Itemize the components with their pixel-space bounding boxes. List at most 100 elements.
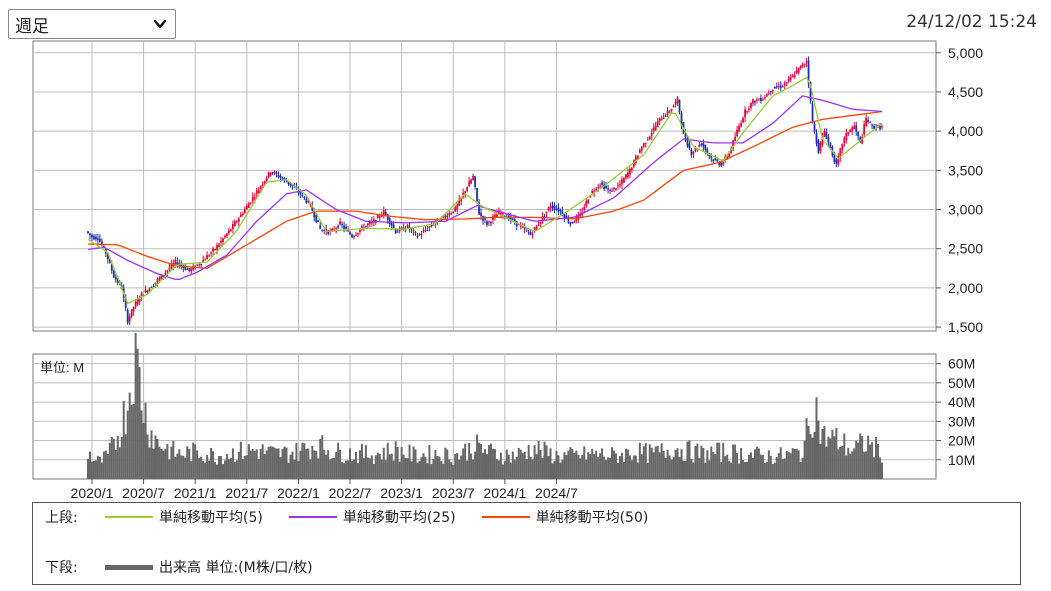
x-tick-label: 2023/1 bbox=[380, 485, 423, 500]
candle-body bbox=[305, 198, 308, 203]
volume-bar bbox=[680, 449, 683, 479]
candle-body bbox=[202, 259, 205, 263]
candle-body bbox=[841, 143, 844, 150]
candle-body bbox=[881, 126, 883, 128]
volume-bar bbox=[106, 453, 109, 479]
volume-bar bbox=[644, 443, 647, 479]
volume-bar bbox=[160, 448, 163, 479]
volume-bar bbox=[757, 448, 760, 479]
candle-body bbox=[124, 297, 127, 309]
candle-body bbox=[646, 139, 649, 141]
candle-body bbox=[621, 179, 623, 185]
volume-bar bbox=[333, 457, 336, 479]
candle-body bbox=[501, 212, 504, 215]
volume-bar bbox=[624, 448, 627, 479]
candle-body bbox=[496, 214, 498, 218]
candle-body bbox=[323, 230, 326, 232]
volume-bar bbox=[875, 436, 878, 479]
volume-bar bbox=[188, 448, 191, 479]
candle-body bbox=[291, 184, 294, 187]
candle-body bbox=[251, 196, 254, 201]
volume-bar bbox=[873, 457, 876, 479]
candle-body bbox=[694, 147, 697, 152]
candle-body bbox=[605, 185, 607, 189]
candle-body bbox=[779, 85, 782, 88]
candle-body bbox=[170, 263, 173, 269]
volume-bar bbox=[289, 454, 292, 479]
volume-bar bbox=[815, 397, 818, 479]
volume-bar bbox=[751, 457, 754, 479]
volume-bar bbox=[523, 451, 526, 479]
candle-body bbox=[642, 143, 645, 147]
candle-body bbox=[216, 245, 218, 250]
volume-bar bbox=[535, 454, 538, 479]
price-y-tick-label: 4,500 bbox=[948, 84, 983, 100]
x-tick-label: 2021/1 bbox=[174, 485, 217, 500]
candle-body bbox=[680, 112, 683, 126]
volume-bar bbox=[297, 461, 300, 479]
candle-body bbox=[539, 221, 542, 224]
volume-bar bbox=[601, 448, 604, 479]
volume-bar bbox=[706, 450, 709, 479]
candle-body bbox=[744, 109, 746, 118]
candle-body bbox=[660, 119, 663, 121]
volume-bar bbox=[265, 450, 268, 479]
candle-body bbox=[732, 140, 735, 149]
volume-bar bbox=[589, 453, 592, 479]
volume-bar bbox=[517, 447, 520, 479]
volume-bar bbox=[712, 451, 715, 479]
candle-body bbox=[527, 232, 530, 234]
volume-bar bbox=[470, 453, 473, 479]
candle-body bbox=[843, 137, 846, 144]
volume-bar bbox=[775, 457, 778, 479]
volume-bar bbox=[281, 449, 284, 479]
x-tick-label: 2024/7 bbox=[535, 485, 578, 500]
volume-bar bbox=[436, 455, 439, 479]
volume-bar bbox=[356, 463, 359, 479]
volume-bar bbox=[364, 445, 367, 479]
candle-body bbox=[132, 306, 135, 312]
volume-bar bbox=[307, 448, 310, 479]
period-select[interactable]: 週足 bbox=[8, 9, 176, 39]
candle-body bbox=[704, 145, 707, 150]
candle-body bbox=[220, 240, 222, 243]
candle-body bbox=[762, 99, 764, 101]
candle-body bbox=[309, 203, 312, 205]
volume-bar bbox=[327, 450, 330, 479]
candle-body bbox=[712, 159, 715, 162]
price-y-tick-label: 1,500 bbox=[948, 319, 983, 335]
volume-bar bbox=[198, 458, 201, 479]
candle-body bbox=[212, 248, 214, 252]
candle-body bbox=[281, 178, 284, 180]
candle-body bbox=[629, 168, 631, 175]
volume-bar bbox=[275, 448, 278, 479]
candle-body bbox=[511, 218, 514, 220]
volume-bar bbox=[591, 448, 594, 479]
volume-bar bbox=[753, 449, 756, 479]
volume-bar bbox=[595, 450, 598, 479]
candle-body bbox=[754, 100, 756, 103]
volume-bar bbox=[791, 448, 794, 479]
volume-bar bbox=[120, 436, 123, 479]
candle-body bbox=[428, 226, 431, 228]
candle-body bbox=[525, 230, 528, 232]
volume-bar bbox=[472, 459, 475, 479]
candle-body bbox=[267, 172, 270, 177]
volume-bar bbox=[287, 462, 290, 479]
candle-body bbox=[176, 262, 179, 266]
candle-body bbox=[359, 229, 361, 232]
candle-body bbox=[106, 253, 109, 260]
candle-body bbox=[182, 266, 185, 268]
candle-body bbox=[243, 209, 246, 213]
volume-bar bbox=[134, 333, 137, 479]
volume-bar bbox=[769, 455, 772, 479]
candle-body bbox=[654, 125, 657, 131]
volume-bar bbox=[466, 460, 469, 479]
candle-body bbox=[684, 133, 687, 141]
volume-bar bbox=[400, 447, 403, 479]
volume-swatch bbox=[105, 564, 153, 570]
candle-body bbox=[394, 228, 397, 234]
volume-bar bbox=[245, 455, 248, 479]
candle-body bbox=[509, 216, 512, 220]
candle-body bbox=[871, 124, 873, 126]
